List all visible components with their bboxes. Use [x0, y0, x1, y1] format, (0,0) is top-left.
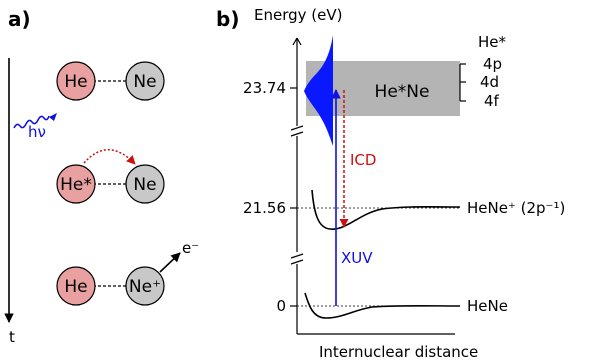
he-atom [56, 61, 96, 101]
ne-atom [125, 61, 165, 101]
photon-label: hν [28, 123, 46, 141]
he-atom-label: He [64, 277, 87, 297]
atom-pair-row-2: He* Ne [56, 149, 165, 204]
ne-ion-atom [125, 266, 165, 306]
y-axis [290, 37, 304, 334]
axis-break-icon [290, 131, 304, 137]
photon-arrowhead-icon [49, 113, 57, 121]
icd-label: ICD [350, 151, 376, 169]
photon-wave-icon [13, 115, 50, 129]
time-axis-label: t [9, 328, 15, 346]
electron-emission-arrow [159, 252, 181, 273]
atom-pair-row-3: He Ne⁺ e⁻ [56, 239, 199, 306]
ne-atom-label: Ne [133, 175, 156, 195]
he-excited-atom [56, 164, 96, 204]
panel-b-label: b) [216, 7, 239, 31]
y-axis-arrowhead-icon [292, 37, 302, 46]
state-header: He* [478, 33, 507, 51]
he-excited-atom-label: He* [60, 175, 92, 195]
energy-transfer-arrow [83, 149, 136, 165]
atom-pair-row-1: He Ne [56, 61, 165, 101]
tick-label-0: 0 [276, 297, 286, 315]
ne-ion-label: Ne⁺ [129, 277, 161, 297]
he-atom-label: He [64, 72, 87, 92]
ground-curve-label: HeNe [467, 297, 508, 315]
tick-label-21-56: 21.56 [243, 199, 286, 217]
state-label-4p: 4p [483, 55, 502, 73]
y-axis-label: Energy (eV) [254, 6, 342, 24]
xuv-label: XUV [341, 249, 373, 267]
he-atom [56, 266, 96, 306]
ground-potential-curve [304, 292, 461, 319]
electron-label: e⁻ [182, 239, 199, 257]
ne-atom [125, 164, 165, 204]
state-label-4f: 4f [484, 92, 500, 110]
ne-atom-label: Ne [133, 72, 156, 92]
excitation-peak [304, 35, 333, 146]
ion-curve-label: HeNe⁺ (2p⁻¹) [467, 199, 565, 217]
axis-break-icon [290, 253, 304, 259]
axis-break-icon [290, 125, 304, 131]
x-axis-label: Internuclear distance [319, 343, 478, 361]
tick-label-23-74: 23.74 [243, 79, 286, 97]
he-ne-excited-label: He*Ne [375, 82, 430, 102]
panel-a-label: a) [8, 7, 31, 31]
state-label-4d: 4d [480, 73, 499, 91]
ion-potential-curve [311, 189, 461, 230]
axis-break-icon [290, 259, 304, 265]
